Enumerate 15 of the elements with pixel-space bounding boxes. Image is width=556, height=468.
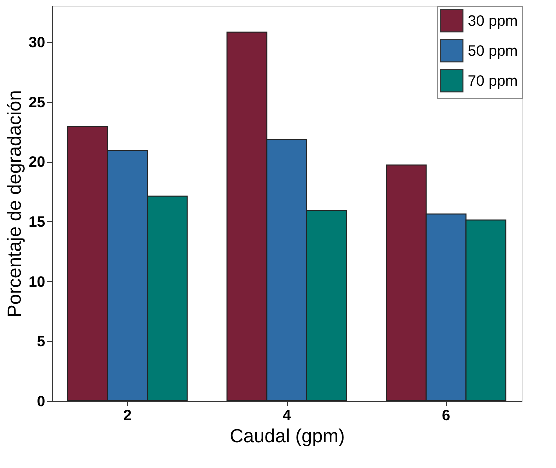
- y-tick-label: 10: [28, 274, 46, 291]
- x-tick-label: 4: [282, 408, 292, 424]
- y-tick-label: 30: [28, 34, 46, 52]
- y-tick-label: 5: [37, 334, 46, 351]
- legend-label: 70 ppm: [468, 73, 518, 90]
- y-tick-label: 15: [28, 214, 46, 231]
- legend-label: 50 ppm: [468, 43, 518, 60]
- y-tick-label: 20: [28, 154, 46, 172]
- x-axis-title: Caudal (gpm): [230, 426, 346, 448]
- legend-label: 30 ppm: [468, 13, 518, 30]
- y-tick-label: 0: [37, 394, 46, 410]
- y-tick-label: 25: [28, 94, 46, 112]
- x-tick-label: 6: [442, 408, 450, 424]
- x-tick-label: 2: [124, 408, 132, 424]
- y-axis-title: Porcentaje de degradación: [4, 90, 26, 318]
